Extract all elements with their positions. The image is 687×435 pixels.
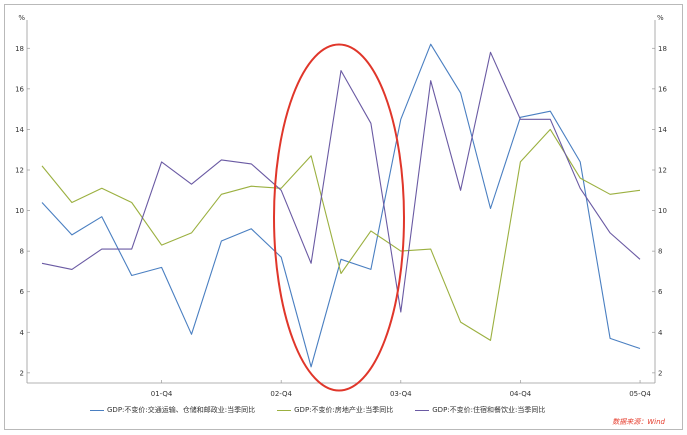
annotation-layer — [273, 43, 405, 392]
series-layer — [41, 43, 641, 368]
legend-item-2: GDP:不变价:房地产业:当季同比 — [277, 405, 393, 415]
x-tick-label: 02-Q4 — [270, 390, 292, 398]
legend-swatch — [90, 409, 104, 411]
x-tick-label: 03-Q4 — [390, 390, 412, 398]
legend: GDP:不变价:交通运输、仓储和邮政业:当季同比 GDP:不变价:房地产业:当季同… — [90, 405, 567, 415]
series-line-3 — [41, 51, 641, 313]
y-tick-label-left: 10 — [15, 207, 24, 215]
y-tick-label-right: 4 — [658, 329, 663, 337]
legend-item-1: GDP:不变价:交通运输、仓储和邮政业:当季同比 — [90, 405, 255, 415]
y-tick-label-right: 16 — [658, 85, 667, 93]
y-tick-label-left: 2 — [20, 369, 24, 377]
y-tick-label-right: 8 — [658, 248, 662, 256]
y-tick-label-left: 4 — [20, 329, 25, 337]
series-line-1 — [41, 43, 641, 368]
legend-label: GDP:不变价:住宿和餐饮业:当季同比 — [432, 406, 546, 414]
legend-item-3: GDP:不变价:住宿和餐饮业:当季同比 — [415, 405, 545, 415]
y-tick-label-right: 6 — [658, 288, 663, 296]
y-tick-label-left: 8 — [20, 248, 24, 256]
y-tick-label-right: 10 — [658, 207, 667, 215]
x-tick-label: 04-Q4 — [510, 390, 532, 398]
y-tick-label-left: 16 — [15, 85, 24, 93]
x-tick-label: 05-Q4 — [629, 390, 651, 398]
legend-swatch — [415, 409, 430, 411]
axes: % % 2 2 4 4 6 6 8 8 10 10 12 12 14 14 16 16 18 18 01-Q4 02-Q4… — [15, 14, 667, 398]
highlight-ellipse — [273, 43, 405, 392]
y-tick-label-left: 6 — [20, 288, 25, 296]
legend-label: GDP:不变价:房地产业:当季同比 — [294, 406, 394, 414]
series-line-2 — [41, 128, 641, 341]
legend-swatch — [277, 409, 292, 411]
x-tick-label: 01-Q4 — [151, 390, 173, 398]
y-tick-label-left: 12 — [15, 167, 24, 175]
y-unit-left: % — [18, 14, 25, 22]
y-tick-label-right: 2 — [658, 369, 662, 377]
source-note: 数据来源：Wind — [612, 418, 665, 426]
y-unit-right: % — [657, 14, 664, 22]
y-tick-label-left: 14 — [15, 126, 24, 134]
y-tick-label-right: 12 — [658, 167, 667, 175]
y-tick-label-left: 18 — [15, 45, 24, 53]
legend-label: GDP:不变价:交通运输、仓储和邮政业:当季同比 — [107, 406, 256, 414]
y-tick-label-right: 18 — [658, 45, 667, 53]
y-tick-label-right: 14 — [658, 126, 667, 134]
